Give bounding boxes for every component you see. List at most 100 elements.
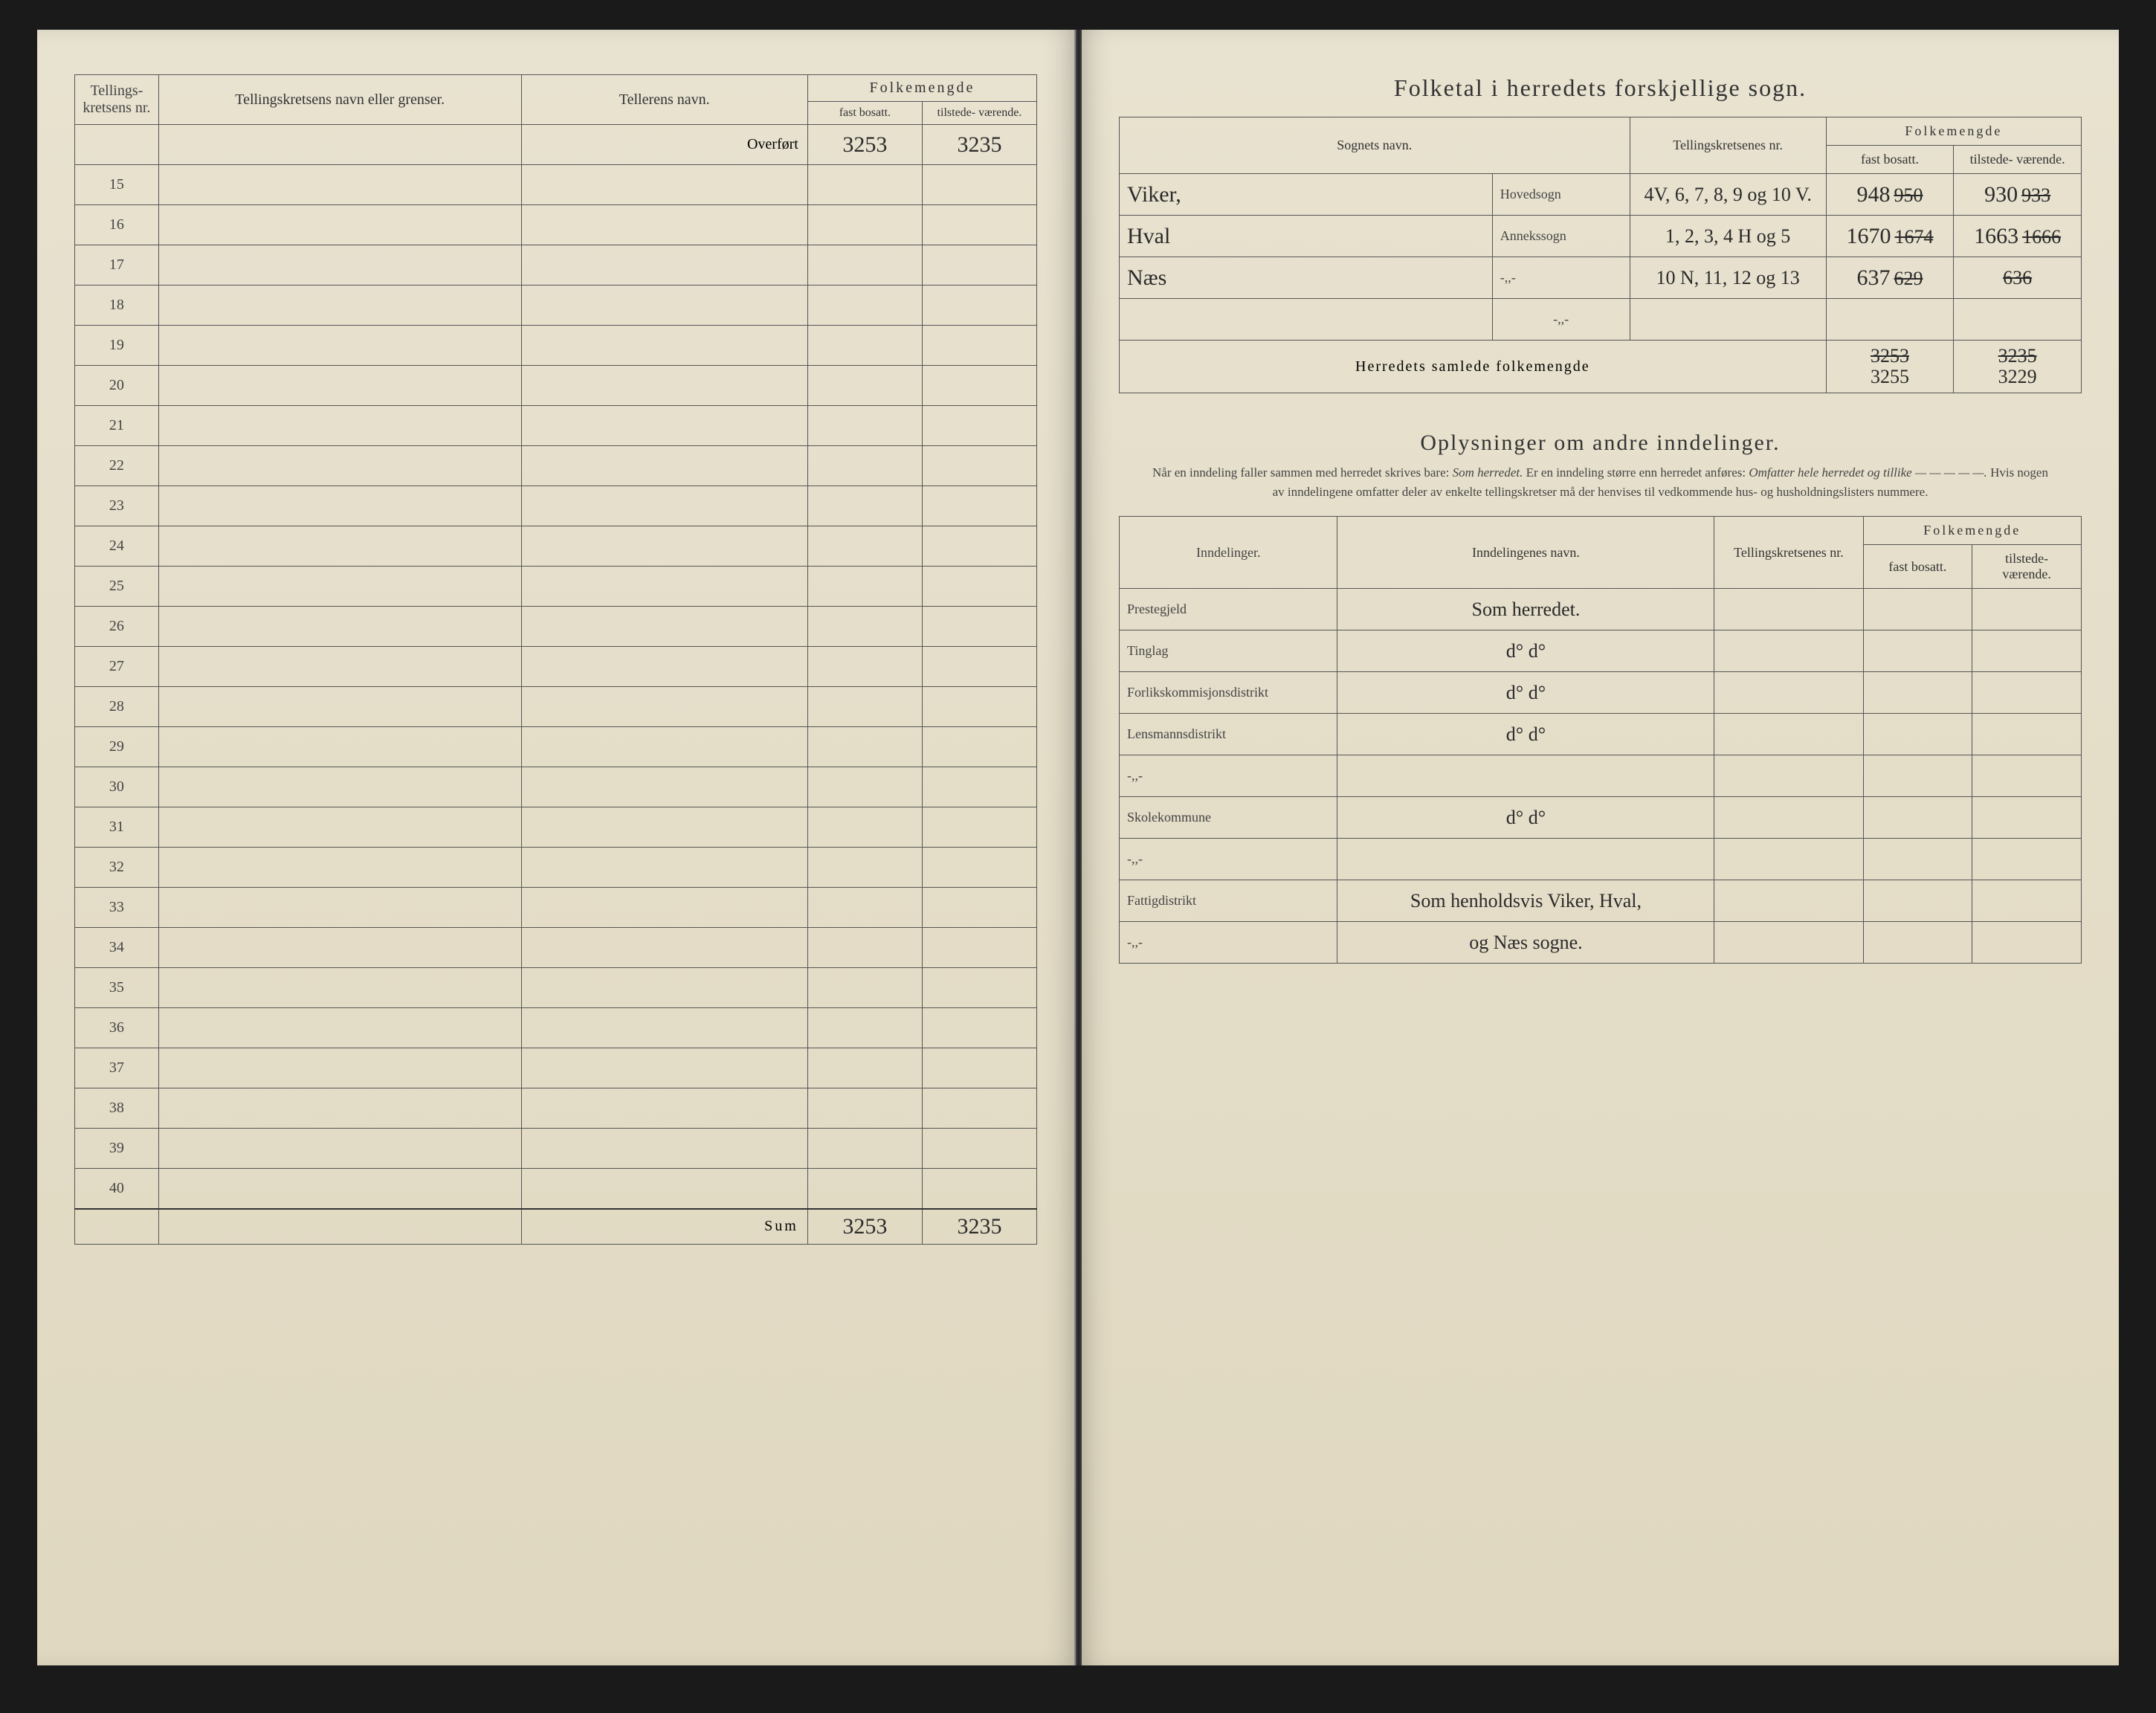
inndel-navn: d° d° <box>1506 807 1546 828</box>
sogn-type: Annekssogn <box>1492 216 1630 257</box>
sogn-krets: 4V, 6, 7, 8, 9 og 10 V. <box>1644 184 1811 205</box>
sogn-fast-strike: 1674 <box>1894 226 1933 248</box>
inndel-label: -,,- <box>1120 755 1337 797</box>
table-row: 21 <box>75 406 1037 446</box>
sogn-table-header: Sognets navn. Tellingskretsenes nr. Folk… <box>1120 117 2082 174</box>
inndel-label: Tinglag <box>1120 630 1337 672</box>
row-nr: 23 <box>75 486 159 526</box>
row-nr: 19 <box>75 326 159 366</box>
row-nr: 22 <box>75 446 159 486</box>
sogn-tilst-strike: 1666 <box>2022 226 2061 248</box>
sogn-navn: Viker, <box>1127 182 1181 207</box>
sogn-krets: 1, 2, 3, 4 H og 5 <box>1665 225 1790 247</box>
note-part1: Når en inndeling faller sammen med herre… <box>1152 465 1453 480</box>
table-row: 36 <box>75 1008 1037 1048</box>
inndel-navn: og Næs sogne. <box>1469 932 1582 953</box>
sogn-row: Næs-,,-10 N, 11, 12 og 13637 629636 <box>1120 257 2082 299</box>
table-row: 29 <box>75 727 1037 767</box>
sogn-navn: Næs <box>1127 265 1166 290</box>
header-inndel-folkemengde: Folkemengde <box>1863 517 2082 545</box>
header-inndel-krets: Tellingskretsenes nr. <box>1714 517 1863 589</box>
overfort-row: Overført 3253 3235 <box>75 125 1037 165</box>
table-row: 37 <box>75 1048 1037 1088</box>
sogn-type: Hovedsogn <box>1492 174 1630 216</box>
sum-tilst: 3235 <box>957 1214 1001 1239</box>
row-nr: 28 <box>75 687 159 727</box>
header-right-folkemengde: Folkemengde <box>1826 117 2081 146</box>
table-row: 39 <box>75 1129 1037 1169</box>
header-sogn: Sognets navn. <box>1120 117 1630 174</box>
table-row: 33 <box>75 888 1037 928</box>
sogn-tilst-strike: 933 <box>2021 184 2050 206</box>
inndel-label: Fattigdistrikt <box>1120 880 1337 922</box>
note-em1: Som herredet. <box>1453 465 1523 480</box>
samlede-row: Herredets samlede folkemengde 3253 3255 … <box>1120 341 2082 393</box>
note-em2: Omfatter hele herredet og tillike — — — … <box>1749 465 1986 480</box>
note-part2: Er en inndeling større enn herredet anfø… <box>1526 465 1749 480</box>
table-row: 22 <box>75 446 1037 486</box>
book-spine <box>1076 30 1082 1665</box>
sum-label: Sum <box>521 1209 807 1245</box>
right-page: Folketal i herredets forskjellige sogn. … <box>1082 30 2119 1665</box>
table-row: 19 <box>75 326 1037 366</box>
inndelinger-table: Inndelinger. Inndelingenes navn. Telling… <box>1119 516 2082 964</box>
inndel-row: Fattigdistrikt Som henholdsvis Viker, Hva… <box>1120 880 2082 922</box>
inndel-label: Forlikskommisjonsdistrikt <box>1120 672 1337 714</box>
inndel-table-body: PrestegjeldSom herredet.Tinglagd° d°Forl… <box>1120 589 2082 964</box>
inndel-row: -,,- <box>1120 839 2082 880</box>
right-page-title: Folketal i herredets forskjellige sogn. <box>1119 74 2082 102</box>
inndel-row: Tinglagd° d° <box>1120 630 2082 672</box>
inndel-header: Inndelinger. Inndelingenes navn. Telling… <box>1120 517 2082 589</box>
sogn-fast-strike: 950 <box>1894 184 1923 206</box>
row-nr: 25 <box>75 567 159 607</box>
inndel-navn: Som henholdsvis Viker, Hval, <box>1410 890 1642 912</box>
header-tilstede: tilstede- værende. <box>922 102 1036 125</box>
header-inndel-tilstede: tilstede- værende. <box>1972 545 2082 589</box>
inndel-row: -,,-og Næs sogne. <box>1120 922 2082 964</box>
table-row: 25 <box>75 567 1037 607</box>
row-nr: 27 <box>75 647 159 687</box>
table-row: 35 <box>75 968 1037 1008</box>
row-nr: 31 <box>75 807 159 848</box>
inndel-row: Skolekommuned° d° <box>1120 797 2082 839</box>
table-row: 30 <box>75 767 1037 807</box>
inndel-row: Lensmannsdistriktd° d° <box>1120 714 2082 755</box>
table-row: 24 <box>75 526 1037 567</box>
header-inndel: Inndelinger. <box>1120 517 1337 589</box>
inndel-navn: d° d° <box>1506 723 1546 745</box>
sogn-row: Hval Annekssogn 1, 2, 3, 4 H og 5 1670 1674… <box>1120 216 2082 257</box>
row-nr: 30 <box>75 767 159 807</box>
inndel-row: Forlikskommisjonsdistriktd° d° <box>1120 672 2082 714</box>
row-nr: 39 <box>75 1129 159 1169</box>
sogn-fast-strike: 629 <box>1894 268 1923 289</box>
sogn-table: Sognets navn. Tellingskretsenes nr. Folk… <box>1119 117 2082 393</box>
header-krets: Tellingskretsenes nr. <box>1630 117 1826 174</box>
table-row: 40 <box>75 1169 1037 1209</box>
row-nr: 16 <box>75 205 159 245</box>
header-tellernavn: Tellerens navn. <box>521 75 807 125</box>
samlede-label: Herredets samlede folkemengde <box>1120 341 1827 393</box>
left-table-body: Overført 3253 3235 151617181920212223242… <box>75 125 1037 1209</box>
table-row: 16 <box>75 205 1037 245</box>
sogn-navn: Hval <box>1127 224 1170 248</box>
sogn-fast: 1670 <box>1846 224 1891 248</box>
sogn-tilst: 930 <box>1984 182 2018 207</box>
table-row: 38 <box>75 1088 1037 1129</box>
header-fast: fast bosatt. <box>807 102 922 125</box>
row-nr: 26 <box>75 607 159 647</box>
row-nr: 21 <box>75 406 159 446</box>
table-row: 26 <box>75 607 1037 647</box>
oplysninger-title: Oplysninger om andre inndelinger. <box>1119 430 2082 456</box>
header-right-fast: fast bosatt. <box>1826 146 1954 174</box>
row-nr: 24 <box>75 526 159 567</box>
samlede-tilst-strike: 3235 <box>1998 346 2037 366</box>
row-nr: 36 <box>75 1008 159 1048</box>
row-nr: 18 <box>75 286 159 326</box>
table-row: 32 <box>75 848 1037 888</box>
inndel-label: Prestegjeld <box>1120 589 1337 630</box>
row-nr: 33 <box>75 888 159 928</box>
row-nr: 29 <box>75 727 159 767</box>
table-row: 15 <box>75 165 1037 205</box>
inndel-navn: Som herredet. <box>1472 599 1581 620</box>
header-right-tilstede: tilstede- værende. <box>1954 146 2082 174</box>
